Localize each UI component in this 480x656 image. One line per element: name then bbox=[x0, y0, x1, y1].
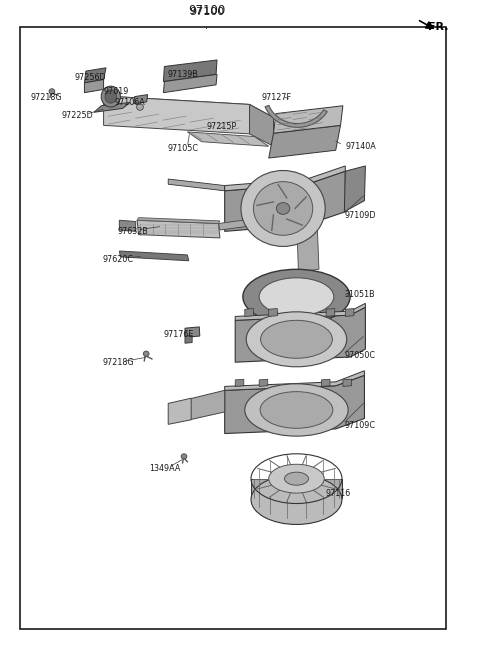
Ellipse shape bbox=[261, 320, 332, 358]
Polygon shape bbox=[104, 96, 250, 134]
Text: 97225D: 97225D bbox=[62, 111, 94, 120]
Polygon shape bbox=[326, 308, 335, 316]
Polygon shape bbox=[104, 96, 274, 117]
Text: FR.: FR. bbox=[428, 22, 449, 32]
Text: 97620C: 97620C bbox=[102, 255, 133, 264]
Text: 97105C: 97105C bbox=[167, 144, 198, 153]
Ellipse shape bbox=[181, 454, 187, 459]
Polygon shape bbox=[120, 220, 136, 232]
Ellipse shape bbox=[241, 171, 325, 247]
Ellipse shape bbox=[269, 464, 324, 493]
Text: 31051B: 31051B bbox=[344, 290, 375, 298]
Polygon shape bbox=[269, 308, 277, 316]
Polygon shape bbox=[137, 220, 220, 238]
Polygon shape bbox=[84, 79, 104, 92]
Polygon shape bbox=[187, 132, 269, 146]
Polygon shape bbox=[265, 106, 327, 127]
Ellipse shape bbox=[251, 475, 342, 524]
Text: 97218G: 97218G bbox=[102, 358, 134, 367]
Ellipse shape bbox=[285, 472, 309, 485]
Ellipse shape bbox=[137, 104, 144, 110]
Text: 97116: 97116 bbox=[325, 489, 350, 497]
Polygon shape bbox=[163, 74, 217, 92]
Text: 97139B: 97139B bbox=[167, 70, 198, 79]
Ellipse shape bbox=[276, 203, 290, 215]
Ellipse shape bbox=[253, 182, 313, 236]
Text: 97106A: 97106A bbox=[115, 98, 145, 107]
Polygon shape bbox=[168, 179, 225, 191]
Polygon shape bbox=[163, 60, 217, 81]
Ellipse shape bbox=[245, 384, 348, 436]
Polygon shape bbox=[84, 68, 106, 83]
Polygon shape bbox=[235, 307, 365, 362]
Polygon shape bbox=[168, 398, 191, 424]
Polygon shape bbox=[251, 479, 342, 499]
Polygon shape bbox=[250, 104, 274, 146]
Text: 97140A: 97140A bbox=[345, 142, 376, 151]
Text: 97256D: 97256D bbox=[75, 73, 107, 82]
Polygon shape bbox=[225, 166, 345, 191]
Polygon shape bbox=[218, 211, 318, 230]
Polygon shape bbox=[274, 106, 343, 133]
Ellipse shape bbox=[259, 277, 334, 316]
Text: 97109D: 97109D bbox=[344, 211, 376, 220]
Polygon shape bbox=[345, 308, 354, 316]
Text: 97127F: 97127F bbox=[262, 93, 291, 102]
Polygon shape bbox=[269, 125, 340, 158]
Polygon shape bbox=[297, 207, 319, 272]
Text: 97100: 97100 bbox=[188, 5, 225, 18]
Text: 97176E: 97176E bbox=[163, 330, 194, 339]
Text: 97050C: 97050C bbox=[344, 351, 375, 360]
Polygon shape bbox=[343, 379, 351, 386]
Polygon shape bbox=[322, 379, 330, 386]
Polygon shape bbox=[185, 327, 200, 337]
Polygon shape bbox=[190, 390, 225, 420]
Polygon shape bbox=[245, 308, 253, 316]
Ellipse shape bbox=[49, 89, 55, 94]
Polygon shape bbox=[235, 379, 244, 386]
Polygon shape bbox=[225, 171, 345, 232]
Ellipse shape bbox=[260, 392, 333, 428]
Text: 97619: 97619 bbox=[104, 87, 129, 96]
Polygon shape bbox=[120, 251, 189, 261]
Polygon shape bbox=[259, 379, 268, 386]
Polygon shape bbox=[134, 94, 148, 104]
Polygon shape bbox=[225, 371, 364, 390]
Ellipse shape bbox=[105, 90, 117, 103]
Text: 97218G: 97218G bbox=[30, 93, 62, 102]
Text: 97632B: 97632B bbox=[118, 227, 149, 236]
Ellipse shape bbox=[243, 270, 350, 324]
Polygon shape bbox=[225, 375, 364, 434]
Text: 97109C: 97109C bbox=[344, 420, 375, 430]
Polygon shape bbox=[235, 303, 365, 320]
Ellipse shape bbox=[246, 312, 347, 367]
Ellipse shape bbox=[144, 351, 149, 356]
Text: 97215P: 97215P bbox=[206, 122, 237, 131]
Polygon shape bbox=[94, 102, 130, 112]
Ellipse shape bbox=[101, 86, 120, 107]
Polygon shape bbox=[137, 218, 220, 224]
Text: 1349AA: 1349AA bbox=[149, 464, 180, 474]
Text: 97100: 97100 bbox=[189, 7, 224, 18]
Polygon shape bbox=[344, 166, 365, 212]
Polygon shape bbox=[185, 335, 192, 343]
